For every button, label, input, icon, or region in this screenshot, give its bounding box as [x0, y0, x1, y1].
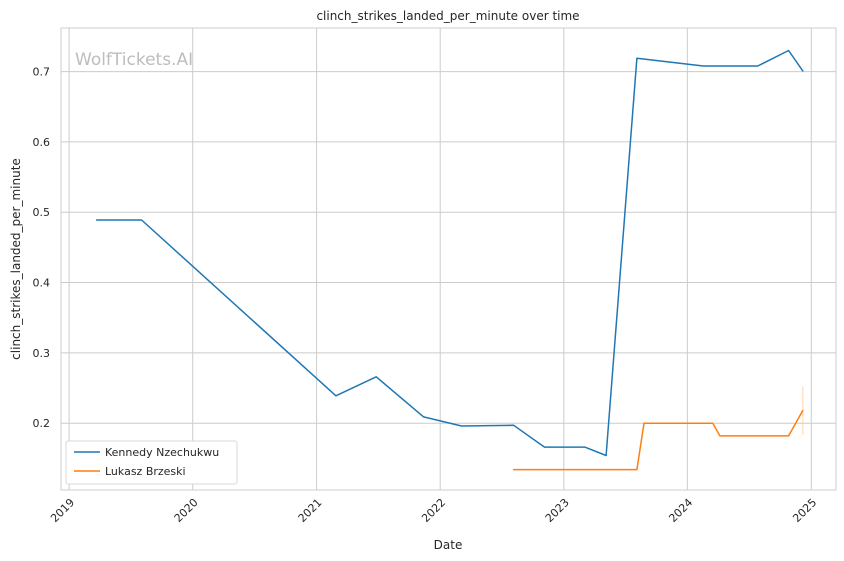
legend: Kennedy Nzechukwu Lukasz Brzeski [65, 440, 238, 485]
y-tick-label: 0.7 [33, 66, 51, 79]
series-line-1 [512, 409, 804, 471]
x-tick-label: 2025 [790, 496, 819, 525]
y-tick-label: 0.5 [33, 206, 51, 219]
y-axis-label: clinch_strikes_landed_per_minute [9, 158, 23, 360]
legend-box [65, 440, 238, 485]
grid-lines [61, 28, 836, 490]
x-tick-label: 2019 [48, 496, 77, 525]
watermark-text: WolfTickets.AI [75, 50, 193, 70]
x-axis-label: Date [434, 538, 463, 552]
x-tick-label: 2020 [172, 496, 201, 525]
x-tick-label: 2024 [666, 496, 695, 525]
y-tick-label: 0.6 [33, 136, 51, 149]
y-tick-label: 0.2 [33, 417, 51, 430]
x-tick-label: 2023 [543, 496, 572, 525]
y-tick-label: 0.4 [33, 277, 51, 290]
x-tick-label: 2022 [419, 496, 448, 525]
x-tick-label: 2021 [296, 496, 325, 525]
series-line-0 [95, 49, 804, 457]
legend-label-lukasz: Lukasz Brzeski [105, 465, 186, 478]
series-lines [95, 49, 804, 471]
y-tick-label: 0.3 [33, 347, 51, 360]
plot-background [61, 28, 836, 490]
chart-title: clinch_strikes_landed_per_minute over ti… [316, 9, 579, 23]
plot-frame [60, 27, 837, 491]
legend-label-kennedy: Kennedy Nzechukwu [105, 446, 219, 459]
